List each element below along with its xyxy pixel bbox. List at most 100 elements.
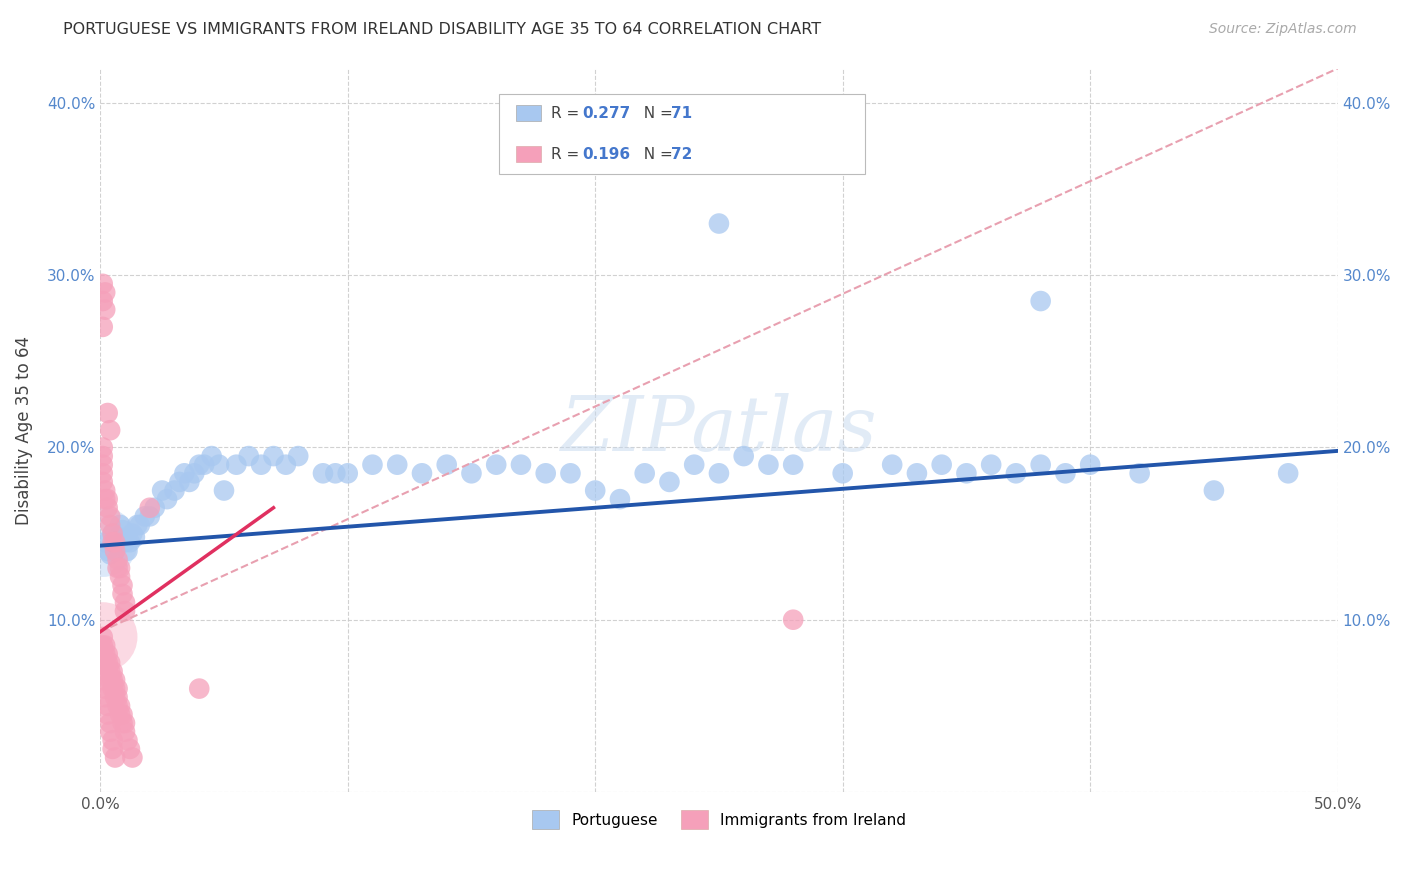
Point — [104, 535, 127, 549]
Point — [188, 458, 211, 472]
Point — [97, 500, 120, 515]
Point — [225, 458, 247, 472]
Text: N =: N = — [634, 147, 678, 161]
Point — [94, 492, 117, 507]
Point — [634, 467, 657, 481]
Point — [931, 458, 953, 472]
Point — [91, 647, 114, 661]
Point — [94, 535, 117, 549]
Point — [193, 458, 215, 472]
Point — [91, 277, 114, 291]
Point — [238, 449, 260, 463]
Point — [121, 750, 143, 764]
Point — [150, 483, 173, 498]
Point — [387, 458, 409, 472]
Point — [104, 544, 127, 558]
Point — [104, 544, 127, 558]
Text: 72: 72 — [671, 147, 692, 161]
Point — [111, 523, 134, 537]
Point — [111, 587, 134, 601]
Point — [955, 467, 977, 481]
Point — [108, 707, 131, 722]
Point — [114, 716, 136, 731]
Text: R =: R = — [551, 106, 585, 120]
Text: ZIPatlas: ZIPatlas — [561, 393, 877, 467]
Point — [534, 467, 557, 481]
Point — [101, 526, 124, 541]
Point — [107, 561, 129, 575]
Point — [1277, 467, 1299, 481]
Point — [91, 441, 114, 455]
Point — [124, 530, 146, 544]
Point — [114, 604, 136, 618]
Point — [733, 449, 755, 463]
Point — [111, 707, 134, 722]
Point — [117, 733, 139, 747]
Point — [905, 467, 928, 481]
Point — [97, 406, 120, 420]
Point — [782, 458, 804, 472]
Point — [201, 449, 224, 463]
Point — [97, 647, 120, 661]
Y-axis label: Disability Age 35 to 64: Disability Age 35 to 64 — [15, 335, 32, 524]
Point — [108, 569, 131, 583]
Point — [169, 475, 191, 489]
Point — [361, 458, 384, 472]
Point — [91, 535, 114, 549]
Point — [114, 724, 136, 739]
Point — [98, 673, 121, 687]
Point — [97, 544, 120, 558]
Text: R =: R = — [551, 147, 585, 161]
Point — [782, 613, 804, 627]
Point — [91, 656, 114, 670]
Point — [758, 458, 780, 472]
Text: Source: ZipAtlas.com: Source: ZipAtlas.com — [1209, 22, 1357, 37]
Point — [108, 698, 131, 713]
Point — [212, 483, 235, 498]
Legend: Portuguese, Immigrants from Ireland: Portuguese, Immigrants from Ireland — [526, 804, 912, 835]
Point — [831, 467, 853, 481]
Text: 0.277: 0.277 — [582, 106, 630, 120]
Point — [179, 475, 201, 489]
Point — [111, 578, 134, 592]
Point — [183, 467, 205, 481]
Point — [163, 483, 186, 498]
Point — [411, 467, 433, 481]
Text: 71: 71 — [671, 106, 692, 120]
Point — [114, 535, 136, 549]
Point — [104, 750, 127, 764]
Point — [980, 458, 1002, 472]
Point — [98, 656, 121, 670]
Point — [128, 518, 150, 533]
Point — [683, 458, 706, 472]
Point — [98, 547, 121, 561]
Point — [560, 467, 582, 481]
Point — [98, 665, 121, 679]
Point — [91, 458, 114, 472]
Point — [91, 639, 114, 653]
Point — [460, 467, 482, 481]
Point — [101, 681, 124, 696]
Point — [94, 690, 117, 705]
Point — [104, 681, 127, 696]
Point — [91, 673, 114, 687]
Point — [98, 518, 121, 533]
Point — [94, 285, 117, 300]
Point — [98, 423, 121, 437]
Point — [1129, 467, 1152, 481]
Point — [127, 518, 149, 533]
Point — [91, 294, 114, 309]
Point — [107, 698, 129, 713]
Point — [91, 475, 114, 489]
Point — [107, 681, 129, 696]
Point — [336, 467, 359, 481]
Point — [91, 467, 114, 481]
Point — [274, 458, 297, 472]
Point — [583, 483, 606, 498]
Point — [94, 656, 117, 670]
Point — [436, 458, 458, 472]
Point — [1029, 458, 1052, 472]
Point — [312, 467, 335, 481]
Point — [139, 500, 162, 515]
Point — [91, 319, 114, 334]
